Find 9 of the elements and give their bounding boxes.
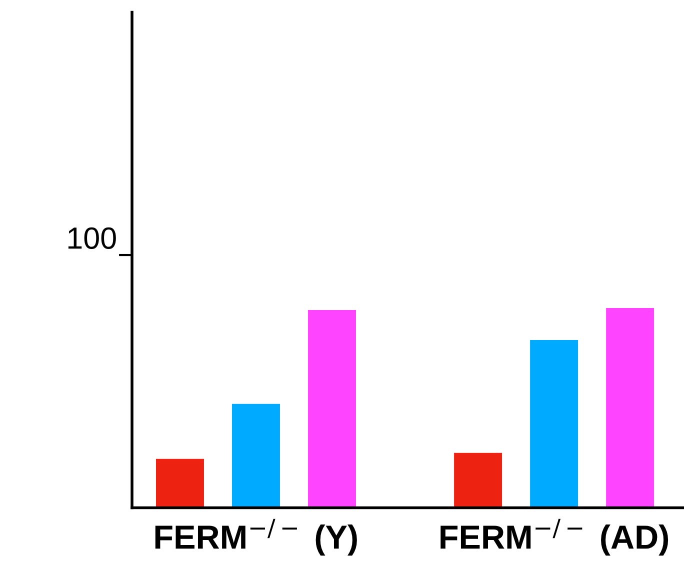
bar (530, 340, 578, 508)
text: 100 (68, 227, 116, 249)
bar (232, 404, 280, 508)
x-tick-label: FERM$^{−/−}$ (Y) (155, 518, 357, 556)
bar (156, 458, 204, 508)
bar (454, 452, 502, 508)
bar (308, 310, 356, 508)
x-tick-label: FERM$^{−/−}$ (AD) (440, 518, 668, 556)
bar (606, 308, 654, 508)
